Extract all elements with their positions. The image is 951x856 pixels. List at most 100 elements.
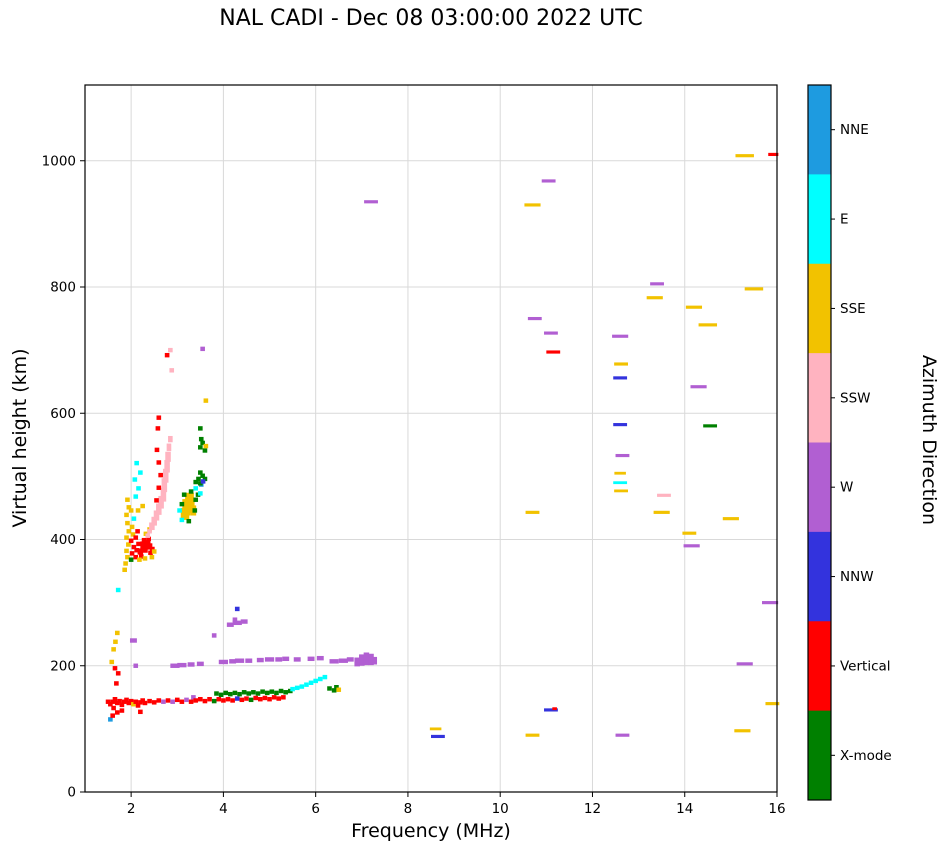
data-point (282, 656, 290, 662)
data-point (154, 447, 160, 453)
data-point (294, 685, 300, 691)
data-point (363, 652, 370, 666)
data-point (138, 554, 144, 559)
data-point (251, 690, 256, 695)
colorbar-label: X-mode (840, 748, 892, 764)
data-point (698, 323, 718, 327)
data-point (147, 529, 152, 534)
data-point (196, 661, 204, 667)
data-point (179, 501, 185, 507)
data-point (228, 691, 233, 697)
data-point (685, 305, 703, 309)
data-point (128, 538, 134, 543)
data-point (214, 691, 219, 696)
data-point (146, 543, 153, 550)
data-point (142, 556, 148, 561)
data-point (615, 733, 630, 737)
data-point (232, 690, 238, 696)
data-point (765, 702, 780, 706)
y-tick-label: 400 (50, 532, 76, 548)
data-point (158, 495, 164, 509)
data-point (113, 639, 118, 644)
data-point (359, 654, 365, 666)
x-tick-label: 10 (492, 801, 509, 817)
data-point (164, 459, 170, 473)
data-point (196, 476, 201, 482)
data-point (134, 548, 139, 553)
data-point (147, 698, 152, 704)
data-point (722, 517, 739, 521)
data-point (184, 697, 189, 703)
data-point (126, 529, 132, 534)
colorbar-segment (808, 174, 831, 265)
data-point (193, 486, 199, 491)
data-point (329, 659, 339, 664)
data-point (653, 510, 670, 514)
colorbar-segment (808, 263, 831, 354)
data-point (133, 663, 139, 668)
data-point (198, 445, 203, 450)
data-point (108, 702, 113, 707)
colorbar-axis-label: Azimuth Direction (918, 354, 940, 526)
data-point (364, 200, 378, 204)
data-point (124, 512, 129, 518)
data-point (218, 692, 224, 697)
chart-title: NAL CADI - Dec 08 03:00:00 2022 UTC (219, 6, 643, 31)
data-point (125, 520, 130, 526)
data-point (223, 690, 229, 696)
data-point (133, 554, 139, 560)
data-point (226, 622, 234, 627)
data-point (179, 517, 185, 523)
data-point (230, 698, 235, 703)
data-point (135, 703, 141, 708)
data-point (129, 551, 135, 556)
data-point (158, 472, 163, 478)
colorbar-segment (808, 442, 831, 533)
data-point (211, 698, 217, 704)
data-point (114, 681, 119, 686)
data-point (155, 426, 161, 431)
data-point (203, 443, 209, 449)
data-point (153, 510, 160, 521)
colorbar-segment (808, 710, 831, 801)
data-point (336, 687, 342, 692)
data-point (126, 505, 132, 510)
data-point (264, 657, 275, 662)
data-point (183, 513, 190, 520)
data-point (525, 733, 540, 737)
data-point (657, 493, 671, 497)
data-point (188, 699, 194, 704)
data-point (346, 657, 354, 662)
data-point (244, 696, 249, 701)
data-point (216, 696, 222, 702)
data-point (269, 689, 275, 694)
data-point (736, 662, 753, 666)
x-axis-label: Frequency (MHz) (351, 820, 511, 842)
data-point (122, 567, 127, 573)
data-point (125, 554, 130, 560)
data-point (203, 398, 209, 403)
data-point (135, 508, 141, 513)
data-point (198, 481, 203, 486)
data-point (264, 690, 270, 696)
x-tick-label: 14 (676, 801, 693, 817)
data-point (525, 510, 540, 514)
data-point (165, 698, 171, 703)
data-point (207, 696, 212, 702)
data-point (225, 696, 231, 702)
data-point (131, 544, 137, 550)
data-point (145, 533, 151, 538)
data-point (119, 708, 125, 713)
data-point (650, 282, 664, 286)
data-point (136, 486, 141, 491)
x-tick-label: 6 (311, 801, 320, 817)
data-point (683, 544, 700, 548)
data-point (317, 676, 323, 682)
data-point (338, 658, 348, 663)
data-point (431, 734, 445, 739)
colorbar-segment (808, 85, 831, 175)
data-point (313, 678, 318, 684)
data-point (690, 385, 707, 389)
data-point (334, 685, 339, 690)
data-point (192, 508, 198, 513)
